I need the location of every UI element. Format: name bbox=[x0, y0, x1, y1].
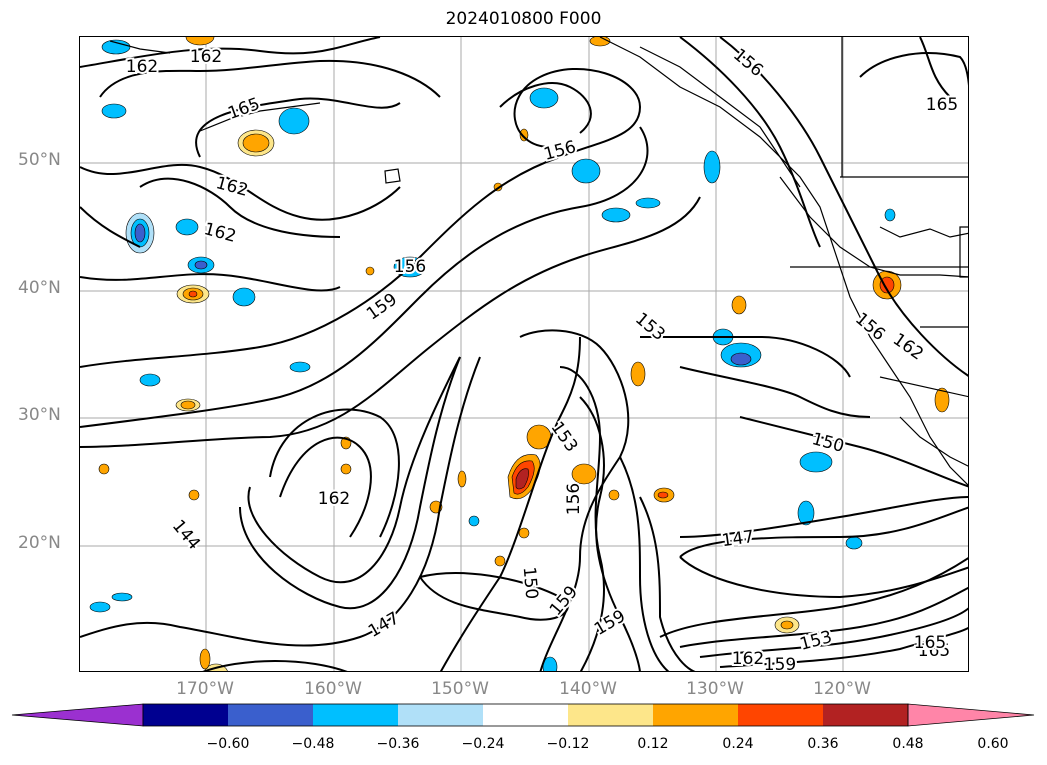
contour-label: 165 bbox=[225, 94, 262, 124]
map-canvas: 162 1621651621621561591561651561531501531… bbox=[80, 37, 968, 672]
contour-label: 147 bbox=[721, 527, 756, 551]
colorbar-tick-label: −0.48 bbox=[291, 736, 335, 752]
colorbar-extend-min bbox=[11, 703, 144, 727]
colorbar bbox=[11, 703, 1035, 727]
colorbar-tick-label: 0.12 bbox=[637, 736, 669, 752]
colorbar-segment bbox=[823, 704, 908, 726]
colorbar-segment bbox=[738, 704, 823, 726]
contour-label: 159 bbox=[546, 582, 582, 620]
contour-label: 162 bbox=[202, 219, 239, 247]
contour-label: 150 bbox=[519, 566, 542, 600]
colorbar-segment bbox=[653, 704, 738, 726]
lat-label-30n-outer: 30°N bbox=[18, 405, 61, 425]
lat-label-50n-outer: 50°N bbox=[18, 150, 61, 170]
lon-label-160w: 160°W bbox=[304, 679, 362, 699]
colorbar-tick-label: 0.60 bbox=[977, 736, 1009, 752]
contour-label: 159 bbox=[363, 290, 401, 325]
contour-label: 153 bbox=[798, 627, 835, 655]
colorbar-segment bbox=[143, 704, 228, 726]
colorbar-extend-max bbox=[907, 703, 1035, 727]
contour-label: 162 bbox=[126, 57, 158, 77]
colorbar-segment bbox=[398, 704, 483, 726]
colorbar-tick-label: 0.36 bbox=[807, 736, 839, 752]
lon-label-150w: 150°W bbox=[431, 679, 489, 699]
colorbar-tick-label: −0.24 bbox=[461, 736, 505, 752]
colorbar-tick-label: 0.24 bbox=[722, 736, 754, 752]
lat-label-20n-outer: 20°N bbox=[18, 533, 61, 553]
contour-label: 165 bbox=[918, 641, 950, 661]
colorbar-tick-label: −0.60 bbox=[206, 736, 250, 752]
map-panel: 162 162 165 162 162 156 159 156 165 156 153 150 153 1… bbox=[79, 36, 969, 672]
coastlines bbox=[109, 37, 968, 486]
contour-label: 156 bbox=[542, 137, 579, 165]
colorbar-segment bbox=[568, 704, 653, 726]
contour-label: 162 bbox=[318, 489, 350, 509]
graticule bbox=[80, 37, 968, 671]
contour-label: 153 bbox=[631, 309, 669, 345]
colorbar-tick-label: −0.36 bbox=[376, 736, 420, 752]
colorbar-segment bbox=[313, 704, 398, 726]
lat-label-40n-outer: 40°N bbox=[18, 278, 61, 298]
contour-label: 162 bbox=[732, 649, 764, 669]
lon-label-120w: 120°W bbox=[813, 679, 871, 699]
contour-label: 162 bbox=[190, 47, 222, 67]
map-title: 2024010800 F000 bbox=[445, 9, 602, 29]
contours bbox=[80, 37, 968, 671]
contour-label: 165 bbox=[914, 633, 946, 653]
lon-label-130w: 130°W bbox=[686, 679, 744, 699]
contour-label: 144 bbox=[168, 516, 204, 554]
contour-label: 156 bbox=[394, 257, 426, 277]
contour-label: 156 bbox=[851, 309, 889, 345]
lon-label-170w: 170°W bbox=[176, 679, 234, 699]
contour-label: 165 bbox=[926, 95, 958, 115]
colorbar-tick-label: 0.48 bbox=[892, 736, 924, 752]
colorbar-tick-label: −0.12 bbox=[546, 736, 590, 752]
colorbar-segment bbox=[228, 704, 313, 726]
contour-label: 147 bbox=[365, 608, 403, 642]
contour-label: 156 bbox=[564, 483, 584, 515]
contour-label: 159 bbox=[764, 655, 796, 672]
lon-label-140w: 140°W bbox=[559, 679, 617, 699]
colorbar-segment bbox=[483, 704, 568, 726]
